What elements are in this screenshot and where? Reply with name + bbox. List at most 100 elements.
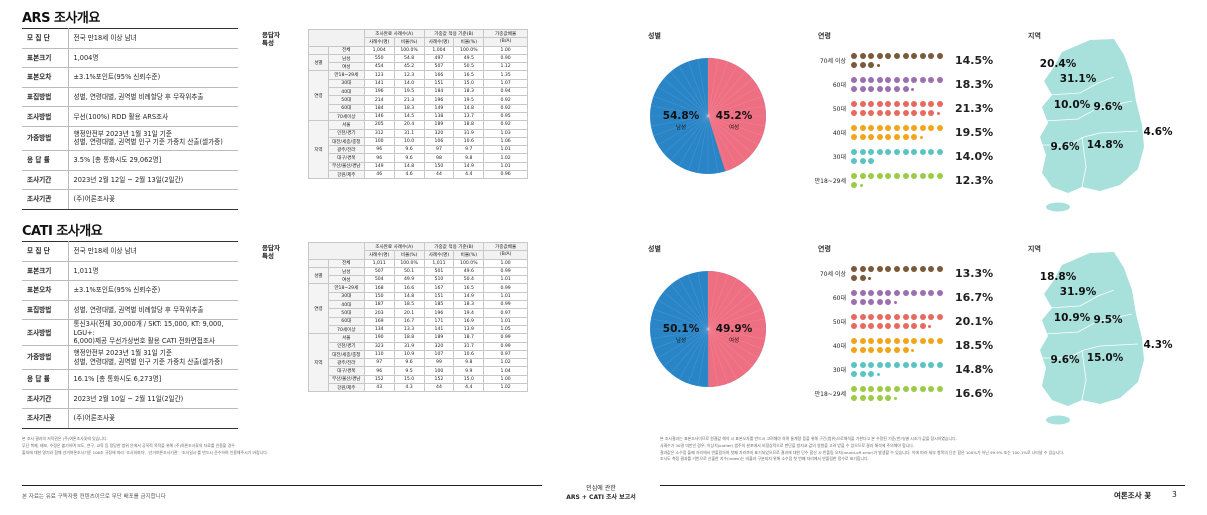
age-dot xyxy=(876,338,883,344)
age-dot xyxy=(859,85,866,92)
age-dot xyxy=(919,77,926,83)
age-dot xyxy=(868,298,875,305)
weight-row: 인천/경기 312 31.1 320 31.9 1.03 xyxy=(309,128,528,138)
value-cell: 14.8 xyxy=(453,103,485,113)
value-cell: 1.02 xyxy=(483,358,528,368)
header-cell: 비율(%) xyxy=(393,37,425,47)
pie-ray xyxy=(707,328,766,340)
subgroup-cell: 전체 xyxy=(327,258,365,268)
age-dot xyxy=(876,322,883,329)
age-dot xyxy=(859,274,866,281)
value-cell: 14.0 xyxy=(393,78,425,89)
age-dot xyxy=(911,109,918,116)
male-label: 남성 xyxy=(676,336,686,344)
value-cell: 49.5 xyxy=(453,53,485,64)
age-label: 연령 xyxy=(818,32,831,40)
age-label: 연령 xyxy=(818,245,831,253)
note-line: 본 조사결과는 표본조사이므로 원결값 해석 시 표본오차를 반드시 고려해야 … xyxy=(660,436,957,441)
value-cell: 1.00 xyxy=(483,258,528,268)
age-dot xyxy=(937,101,943,107)
age-dot xyxy=(859,125,866,131)
age-dot xyxy=(894,300,897,304)
header-cell: 사례수(명) xyxy=(363,37,395,47)
value-cell: 167 xyxy=(423,283,455,293)
value-cell: 151 xyxy=(423,78,455,89)
age-dot xyxy=(876,314,883,320)
info-key: 표집방법 xyxy=(22,300,69,321)
info-key: 조사기관 xyxy=(22,189,69,210)
age-dot xyxy=(919,290,926,296)
age-dot xyxy=(902,290,909,296)
subgroup-cell: 남성 xyxy=(327,53,365,64)
age-dot xyxy=(919,135,923,139)
value-cell: 21.3 xyxy=(393,95,425,105)
region-pct-chungcheong: 10.0% xyxy=(1054,99,1091,111)
age-row-pct: 16.6% xyxy=(955,387,994,400)
region-pct-seoul: 18.8% xyxy=(1040,271,1077,283)
value-cell: 10.0 xyxy=(393,136,425,147)
subgroup-cell: 대전/세종/충청 xyxy=(327,136,365,147)
value-cell: 0.92 xyxy=(483,103,528,113)
age-dot xyxy=(911,101,918,107)
value-cell: 97 xyxy=(423,145,455,155)
subgroup-cell: 인천/경기 xyxy=(327,128,365,138)
value-cell: 138 xyxy=(423,111,455,122)
page-number: 3 xyxy=(1172,490,1177,499)
note-line: 결과값은 소수점 둘째 자리에서 반올림하여 첫째 자리까지 표기되었으므로 결… xyxy=(660,449,1065,455)
value-cell: 0.92 xyxy=(483,120,528,130)
age-dot xyxy=(859,370,866,377)
age-dot xyxy=(894,362,900,368)
region-border xyxy=(1047,76,1115,96)
pie-ray xyxy=(707,115,738,167)
age-dot xyxy=(851,386,857,392)
weight-row: 전체 1,004 100.0% 1,004 100.0% 1.00 xyxy=(308,45,528,55)
value-cell: 504 xyxy=(363,275,395,285)
region-pct-chungcheong: 10.9% xyxy=(1054,312,1091,324)
weight-row: 70세이상 146 14.5 138 13.7 0.95 xyxy=(309,111,528,122)
age-dot xyxy=(885,338,892,344)
footer-report-title: 민심에 관한 ARS + CATI 조사 보고서 xyxy=(545,484,657,502)
subgroup-cell: 부산/울산/경남 xyxy=(327,161,365,172)
age-dot xyxy=(851,370,857,377)
value-cell: 550 xyxy=(363,53,395,64)
female-label: 여성 xyxy=(729,336,739,344)
age-dot xyxy=(859,183,863,187)
age-row-label: 만18~29세 xyxy=(814,178,846,185)
value-cell: 16.5 xyxy=(453,283,485,293)
pie-ray xyxy=(687,274,709,330)
subgroup-cell: 60대 xyxy=(327,316,365,326)
age-dot xyxy=(851,109,857,116)
value-cell: 15.0 xyxy=(453,78,485,89)
weight-row: 50대 203 20.1 196 19.4 0.97 xyxy=(309,308,528,318)
weight-table: 조사완료 사례수(A) 가중값 적용 기준(B) 가중값배율 사례수(명) 비율(%) 사… xyxy=(308,28,528,180)
subgroup-cell: 대구/경북 xyxy=(327,366,365,376)
info-key: 조사방법 xyxy=(22,106,69,127)
age-row-pct: 14.0% xyxy=(955,150,994,163)
age-dot xyxy=(876,346,883,353)
age-dot xyxy=(937,386,943,392)
age-dot xyxy=(876,298,883,305)
value-cell: 501 xyxy=(423,266,455,277)
subgroup-cell: 50대 xyxy=(327,95,365,105)
value-cell: 10.9 xyxy=(393,349,425,360)
region-label: 지역 xyxy=(1028,245,1041,253)
pie-ray xyxy=(663,115,709,154)
value-cell: 320 xyxy=(423,128,455,138)
value-cell: 100 xyxy=(423,366,455,376)
pie-ray xyxy=(650,318,709,330)
weight-row: 대전/세종/충청 110 10.9 107 10.6 0.97 xyxy=(309,349,528,360)
subgroup-cell: 강원/제주 xyxy=(327,383,365,393)
pie-ray xyxy=(707,115,759,146)
weight-table: 조사완료 사례수(A) 가중값 적용 기준(B) 가중값배율 사례수(명) 비율(%) 사… xyxy=(308,241,528,393)
info-row: 응 답 률 3.5% [총 통화시도 29,062명] xyxy=(22,150,238,171)
group-cell: 연령 xyxy=(308,70,329,122)
weight-row: 광주/전라 97 9.6 99 9.8 1.02 xyxy=(309,358,528,368)
subgroup-cell: 30대 xyxy=(327,78,365,89)
age-dot xyxy=(868,125,875,131)
value-cell: 19.5 xyxy=(393,87,425,97)
age-row-label: 30대 xyxy=(832,154,846,161)
age-dot xyxy=(851,274,857,281)
pie-ray xyxy=(707,115,746,161)
age-dot xyxy=(911,133,918,140)
pie-ray xyxy=(707,328,729,384)
